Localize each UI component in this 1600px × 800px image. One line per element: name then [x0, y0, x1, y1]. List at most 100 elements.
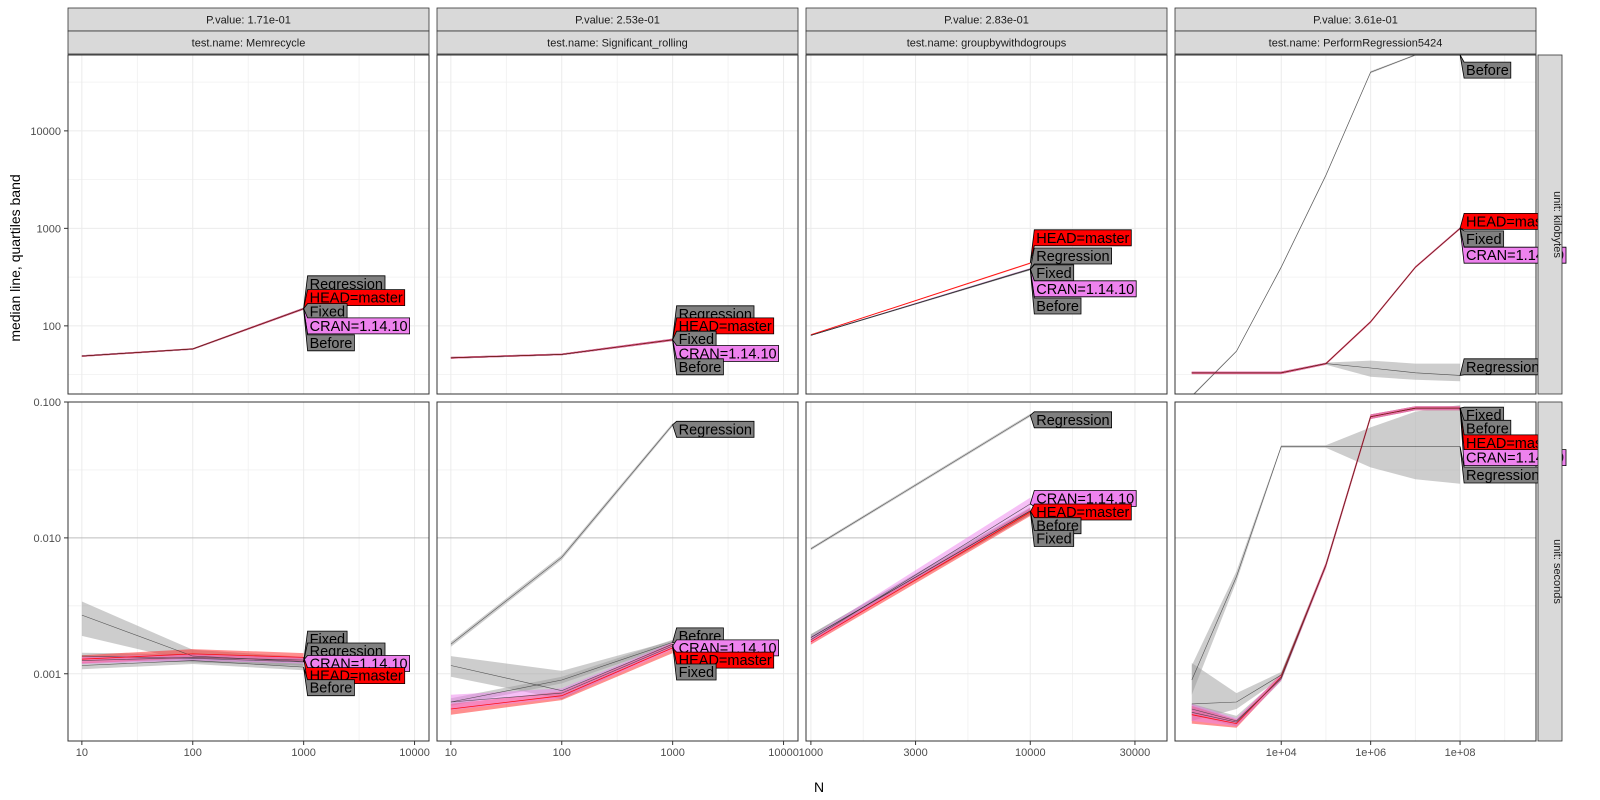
median-line-cran-1-14-10 — [1191, 407, 1461, 723]
series-label: Fixed — [1036, 531, 1071, 547]
series-label: CRAN=1.14.10 — [310, 319, 408, 335]
series-label: Fixed — [679, 332, 714, 348]
median-line-before — [81, 660, 304, 668]
quartile-band-cran-1-14-10 — [450, 642, 673, 711]
median-line-cran-1-14-10 — [810, 503, 1031, 640]
direct-labels: BeforeHEAD=masterFixedCRAN=1.14.10Regres… — [1459, 54, 1567, 376]
x-tick-label: 100 — [553, 747, 571, 759]
series-label-box — [1459, 54, 1512, 79]
pvalue-strip-label: P.value: 2.53e-01 — [575, 15, 660, 27]
series-label: Regression — [679, 422, 752, 438]
series-label: Regression — [1466, 468, 1539, 484]
series-label: Fixed — [1466, 232, 1501, 248]
y-tick-label: 0.100 — [33, 397, 61, 409]
x-tick-label: 30000 — [1120, 747, 1151, 759]
quartile-band-cran-1-14-10 — [1191, 406, 1461, 727]
x-tick-label: 1000 — [291, 747, 315, 759]
series-label-box — [303, 308, 355, 352]
series-label: HEAD=master — [1036, 505, 1129, 521]
x-tick-label: 10000 — [1015, 747, 1046, 759]
series-label-box — [1029, 411, 1112, 429]
x-axis-title: N — [814, 779, 824, 795]
y-tick-label: 10000 — [30, 126, 61, 138]
median-line-regression — [81, 614, 304, 662]
median-line-head-master — [810, 262, 1031, 336]
test-name-strip — [436, 30, 799, 55]
row-strip-label: unit: kilobytes — [1551, 191, 1563, 258]
series-label: Before — [310, 681, 353, 697]
test-name-strip-label: test.name: PerformRegression5424 — [1269, 38, 1443, 50]
quartile-band-regression — [1191, 360, 1461, 382]
x-tick-label: 1e+08 — [1445, 747, 1476, 759]
median-line-cran-1-14-10 — [810, 268, 1031, 336]
series-label: CRAN=1.14.10 — [1036, 491, 1134, 507]
series-label: Before — [1466, 421, 1509, 437]
x-tick-label: 10000 — [399, 747, 430, 759]
median-line-cran-1-14-10 — [1191, 228, 1461, 374]
row-strip — [1537, 54, 1563, 395]
series-label: Fixed — [1036, 266, 1071, 282]
median-line-cran-1-14-10 — [450, 645, 673, 703]
minor-gridlines — [806, 55, 1167, 394]
plot-area — [810, 262, 1031, 336]
series-label: HEAD=master — [1466, 214, 1559, 230]
direct-labels: FixedRegressionCRAN=1.14.10HEAD=masterBe… — [303, 630, 410, 697]
facet-panel: FixedBeforeHEAD=masterCRAN=1.14.10Regres… — [1174, 401, 1567, 759]
x-tick-label: 1e+06 — [1355, 747, 1386, 759]
x-tick-label: 10000 — [768, 747, 799, 759]
y-tick-label: 100 — [43, 321, 61, 333]
test-name-strip-label: test.name: Memrecycle — [192, 38, 306, 50]
series-label-box — [672, 644, 717, 681]
pvalue-strip-label: P.value: 1.71e-01 — [206, 15, 291, 27]
y-axis-title: median line, quartiles band — [7, 174, 23, 341]
series-label-box — [1029, 510, 1075, 547]
y-tick-label: 0.010 — [33, 533, 61, 545]
series-label: Before — [1036, 299, 1079, 315]
minor-gridlines — [437, 55, 798, 394]
plot-area — [810, 413, 1031, 645]
median-line-head-master — [450, 647, 673, 710]
series-label: Regression — [310, 277, 383, 293]
x-tick-label: 100 — [184, 747, 202, 759]
plot-area — [450, 338, 673, 359]
facet-panel: RegressionHEAD=masterFixedCRAN=1.14.10Be… — [436, 54, 799, 395]
x-tick-label: 1e+04 — [1266, 747, 1297, 759]
series-label: HEAD=master — [310, 291, 403, 307]
median-line-fixed — [450, 643, 673, 692]
plot-area — [1191, 55, 1461, 394]
quartile-band-fixed — [450, 640, 673, 700]
facet-panel: RegressionBeforeCRAN=1.14.10HEAD=masterF… — [436, 401, 799, 759]
plot-area — [81, 307, 304, 357]
test-name-strip — [805, 30, 1168, 55]
x-tick-label: 10 — [445, 747, 457, 759]
row-strip-label: unit: seconds — [1551, 539, 1563, 604]
y-tick-label: 0.001 — [33, 669, 61, 681]
plot-area — [81, 601, 304, 671]
plot-area — [450, 423, 673, 715]
series-label: HEAD=master — [1036, 231, 1129, 247]
median-line-cran-1-14-10 — [81, 657, 304, 661]
panel-border — [436, 401, 799, 742]
median-line-regression — [1191, 446, 1461, 681]
panel-border — [805, 54, 1168, 395]
median-line-fixed — [81, 655, 304, 663]
panel-border — [436, 54, 799, 395]
pvalue-strip-label: P.value: 3.61e-01 — [1313, 15, 1398, 27]
direct-labels: RegressionBeforeCRAN=1.14.10HEAD=masterF… — [671, 420, 779, 681]
series-label: CRAN=1.14.10 — [1036, 282, 1134, 298]
series-label-box — [1029, 247, 1112, 270]
median-line-before — [1193, 55, 1461, 394]
median-line-head-master — [810, 511, 1031, 643]
panel-border — [67, 54, 430, 395]
median-line-regression — [450, 424, 673, 645]
series-label: Before — [679, 360, 722, 376]
facet-panel: HEAD=master RegressionFixedCRAN=1.14.10Be… — [805, 54, 1168, 395]
test-name-strip-label: test.name: groupbywithdogroups — [907, 38, 1067, 50]
pvalue-strip-label: P.value: 2.83e-01 — [944, 15, 1029, 27]
median-line-before — [450, 642, 673, 703]
median-line-regression — [810, 414, 1031, 550]
y-tick-label: 1000 — [37, 223, 61, 235]
direct-labels: HEAD=master RegressionFixedCRAN=1.14.10Be… — [1029, 229, 1137, 315]
series-label: Regression — [1466, 360, 1539, 376]
